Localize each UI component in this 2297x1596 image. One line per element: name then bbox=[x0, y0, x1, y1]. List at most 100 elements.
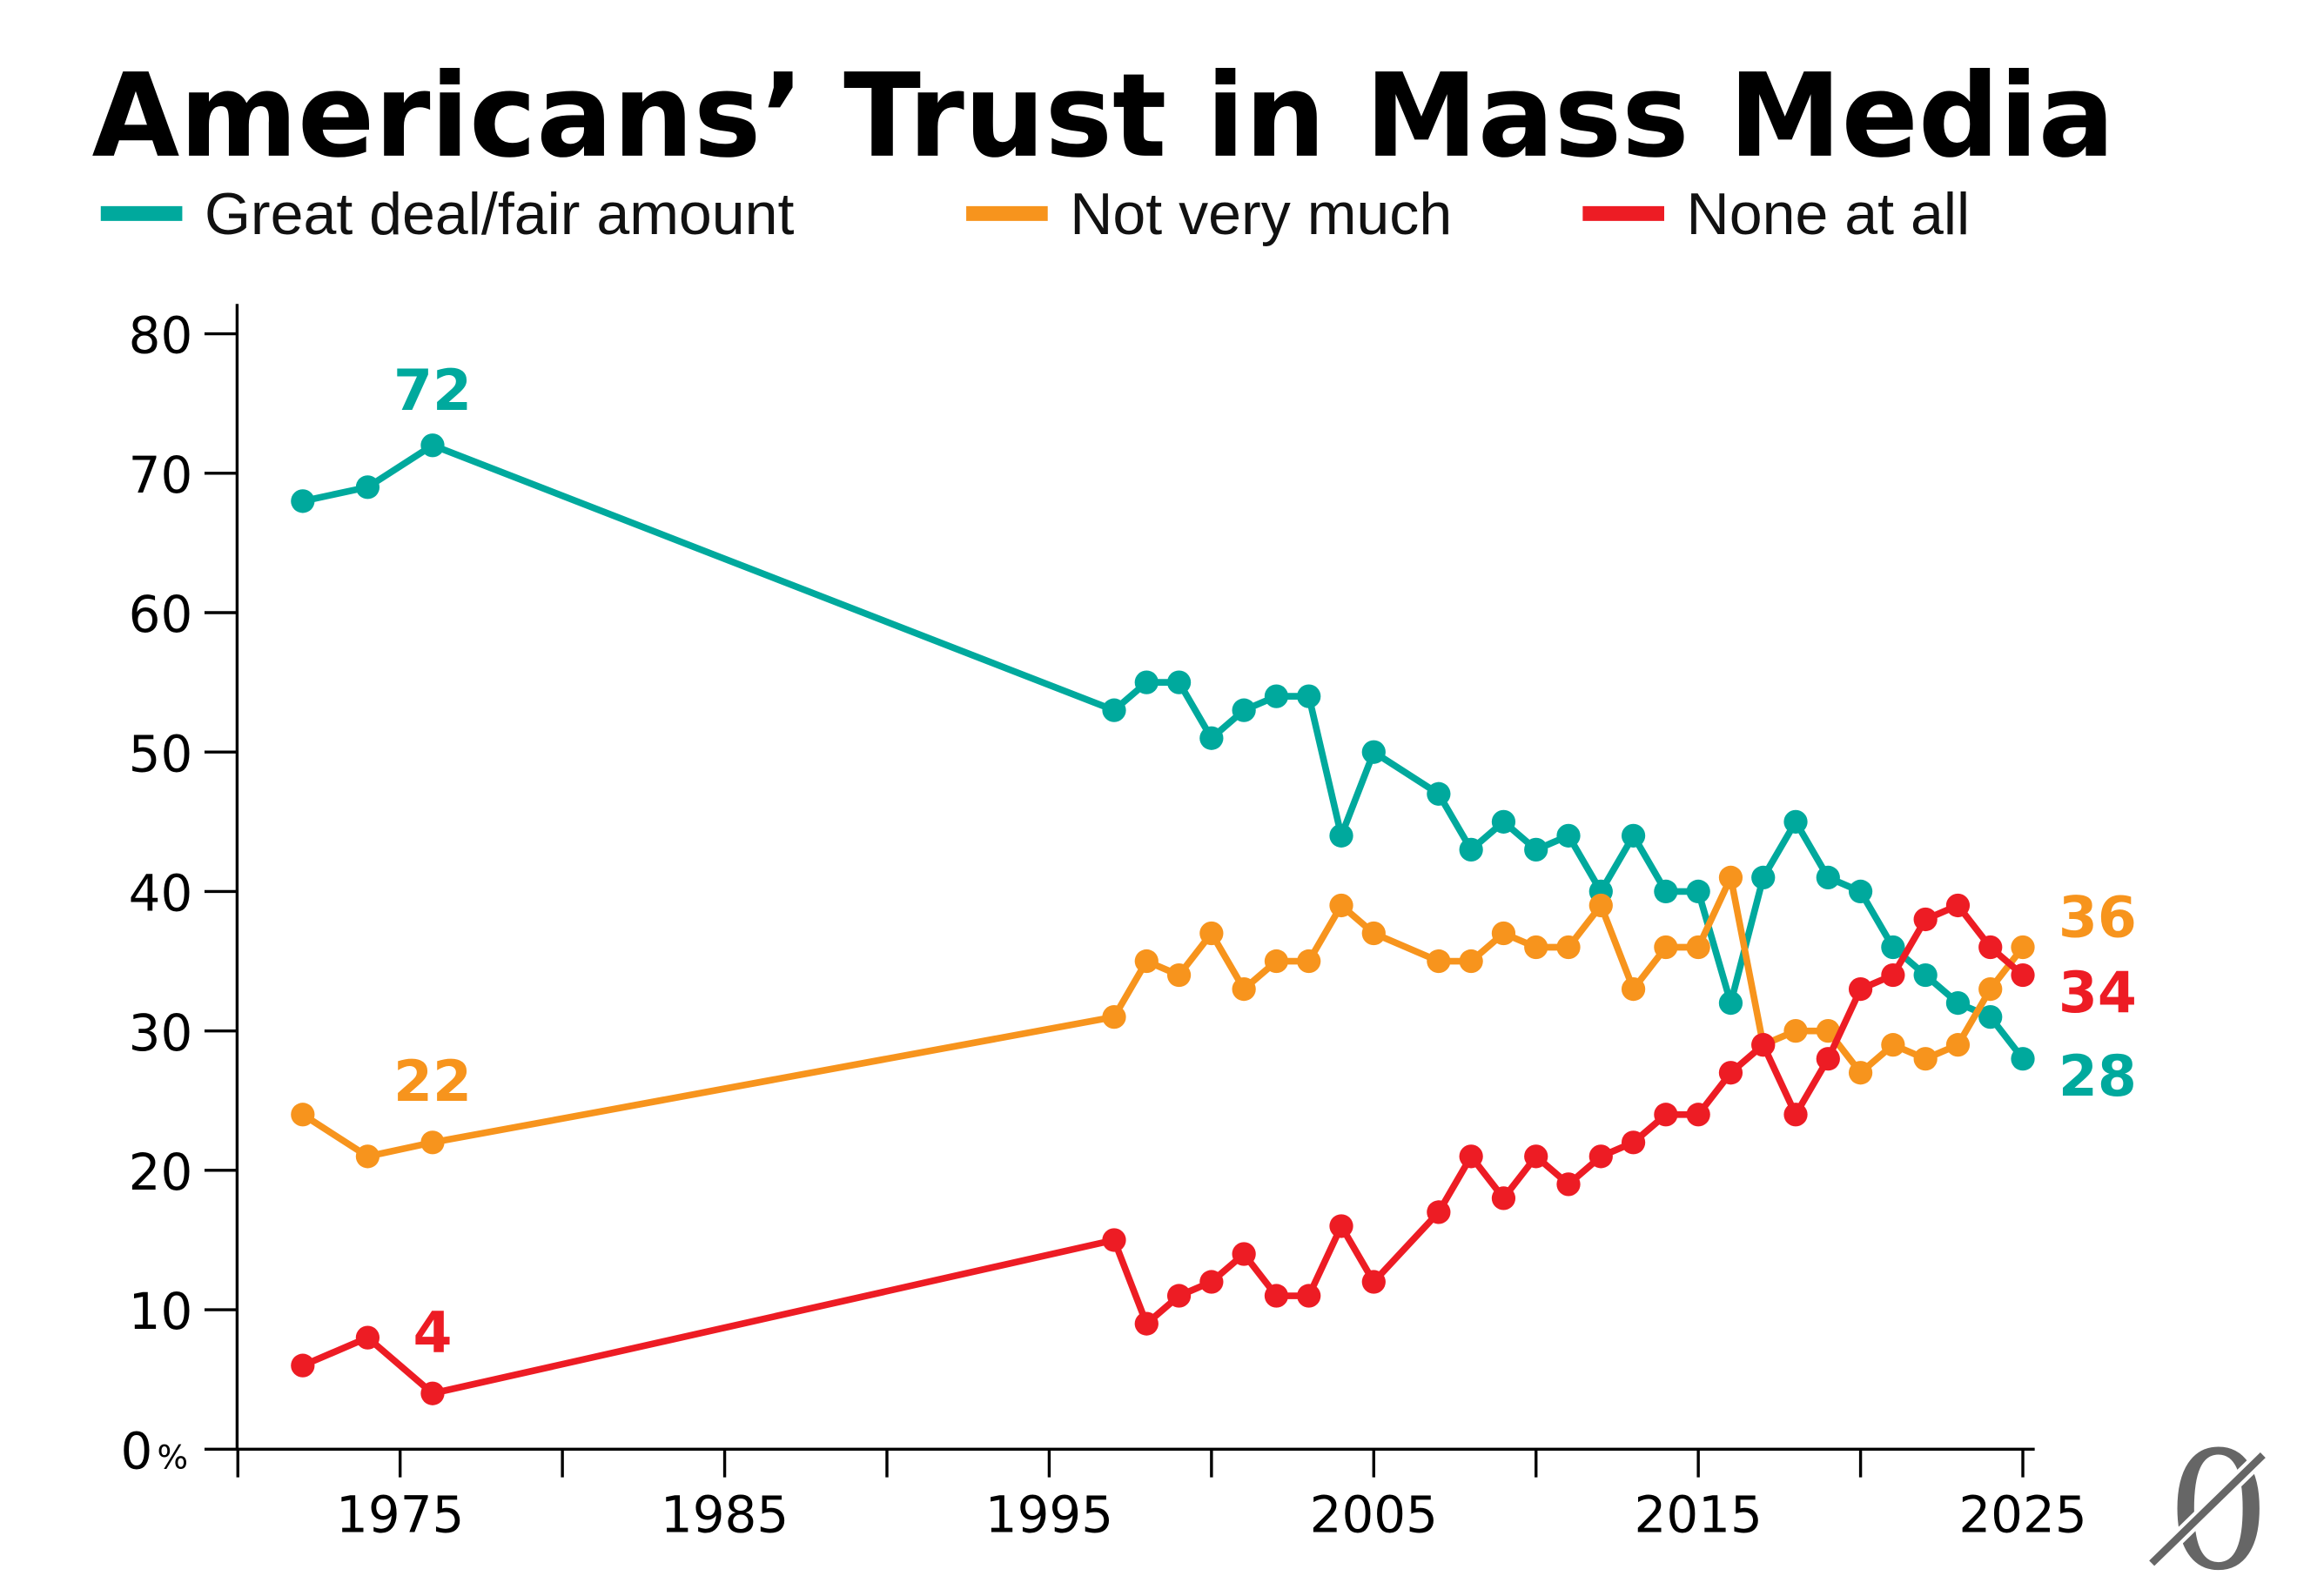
y-tick-label: 20 bbox=[129, 1143, 193, 1202]
data-point bbox=[1491, 809, 1516, 834]
data-point bbox=[1783, 809, 1808, 834]
x-tick-label: 1995 bbox=[985, 1485, 1113, 1545]
data-point bbox=[1134, 949, 1159, 974]
series-1: 22 36 bbox=[291, 865, 2137, 1169]
legend-label-1: Not very much bbox=[1070, 181, 1452, 247]
data-point bbox=[420, 1381, 445, 1405]
data-point bbox=[1654, 1103, 1678, 1127]
data-point bbox=[2011, 935, 2035, 960]
data-point bbox=[1783, 1103, 1808, 1127]
data-point bbox=[1232, 698, 1256, 722]
y-tick-label: 70 bbox=[129, 446, 193, 505]
data-point bbox=[2011, 962, 2035, 988]
data-point bbox=[1199, 726, 1224, 750]
data-point bbox=[355, 1325, 380, 1350]
data-point bbox=[1102, 1228, 1126, 1252]
data-point bbox=[1427, 1200, 1451, 1224]
data-point bbox=[1459, 1144, 1483, 1169]
data-point bbox=[1491, 921, 1516, 946]
data-point bbox=[1751, 1033, 1776, 1057]
series-2: 4 34 bbox=[291, 893, 2137, 1405]
data-point bbox=[1491, 1186, 1516, 1210]
data-point bbox=[1588, 1144, 1613, 1169]
legend: Great deal/fair amount Not very much None … bbox=[100, 181, 1971, 247]
chart-title: Americans’ Trust in Mass Media bbox=[92, 50, 2115, 184]
data-point bbox=[1686, 935, 1710, 960]
data-point bbox=[1459, 837, 1483, 862]
y-tick-label: 0 bbox=[121, 1421, 153, 1480]
data-point bbox=[1978, 935, 2003, 960]
data-point bbox=[1166, 670, 1192, 694]
data-point bbox=[1718, 1061, 1743, 1085]
data-point bbox=[1848, 1061, 1873, 1085]
data-point bbox=[420, 433, 445, 458]
data-point bbox=[420, 1130, 445, 1155]
data-point bbox=[1686, 879, 1710, 904]
data-point bbox=[1686, 1103, 1710, 1127]
y-unit-label: % bbox=[157, 1438, 188, 1476]
data-point bbox=[1427, 781, 1451, 806]
logo: 0 bbox=[2146, 1417, 2270, 1596]
data-point bbox=[1978, 1005, 2003, 1029]
data-point bbox=[1264, 1284, 1289, 1308]
axes: 0 10 20 30 40 50 60 70 80% 1975 1985 1995 2005 2015 20… bbox=[121, 304, 2087, 1545]
data-point bbox=[2011, 1047, 2035, 1071]
x-tick-label: 1985 bbox=[661, 1485, 789, 1545]
y-tick-label: 30 bbox=[129, 1003, 193, 1063]
x-tick-label: 1975 bbox=[336, 1485, 464, 1545]
x-tick-label: 2005 bbox=[1310, 1485, 1438, 1545]
data-point bbox=[1978, 976, 2003, 1002]
data-point bbox=[1427, 949, 1451, 974]
data-label: 34 bbox=[2059, 961, 2137, 1026]
data-point bbox=[1297, 949, 1321, 974]
logo-slash bbox=[2149, 1452, 2266, 1566]
data-point bbox=[1459, 949, 1483, 974]
data-point bbox=[1816, 865, 1840, 890]
data-point bbox=[1524, 1144, 1548, 1169]
data-point bbox=[1881, 962, 1905, 988]
data-point bbox=[1264, 684, 1289, 708]
data-point bbox=[1945, 990, 1971, 1016]
data-point bbox=[355, 1144, 380, 1169]
legend-label-2: None at all bbox=[1687, 181, 1971, 247]
data-point bbox=[1134, 670, 1159, 694]
data-point bbox=[1524, 837, 1548, 862]
data-point bbox=[1166, 962, 1192, 988]
data-point bbox=[1913, 907, 1938, 932]
data-point bbox=[1102, 698, 1126, 722]
data-point bbox=[1816, 1047, 1840, 1071]
data-point bbox=[1654, 879, 1678, 904]
data-point bbox=[1329, 1214, 1353, 1238]
data-point bbox=[1134, 1311, 1159, 1336]
data-point bbox=[1232, 976, 1256, 1002]
data-point bbox=[1297, 1284, 1321, 1308]
data-point bbox=[1751, 865, 1776, 890]
data-point bbox=[291, 1353, 315, 1378]
data-point bbox=[1718, 865, 1743, 890]
series-group: 72 28 22 36 4 34 bbox=[291, 359, 2137, 1405]
data-point bbox=[1848, 976, 1873, 1002]
data-point bbox=[1881, 1033, 1905, 1057]
data-point bbox=[1913, 1047, 1938, 1071]
data-point bbox=[1361, 740, 1386, 764]
data-point bbox=[1945, 893, 1971, 918]
series-0: 72 28 bbox=[291, 359, 2137, 1110]
data-point bbox=[1556, 1172, 1581, 1197]
data-point bbox=[1524, 935, 1548, 960]
data-point bbox=[1297, 684, 1321, 708]
data-label: 28 bbox=[2059, 1044, 2137, 1110]
y-tick-label: 10 bbox=[129, 1282, 193, 1341]
data-point bbox=[1621, 976, 1646, 1002]
data-point bbox=[1945, 1033, 1971, 1057]
data-point bbox=[1848, 879, 1873, 904]
data-point bbox=[1556, 935, 1581, 960]
data-point bbox=[1881, 935, 1905, 960]
data-point bbox=[291, 489, 315, 513]
data-label: 36 bbox=[2059, 886, 2137, 951]
data-point bbox=[1718, 990, 1743, 1016]
data-point bbox=[1199, 921, 1224, 946]
data-point bbox=[1166, 1284, 1192, 1308]
data-label: 4 bbox=[413, 1301, 452, 1366]
data-point bbox=[1264, 949, 1289, 974]
